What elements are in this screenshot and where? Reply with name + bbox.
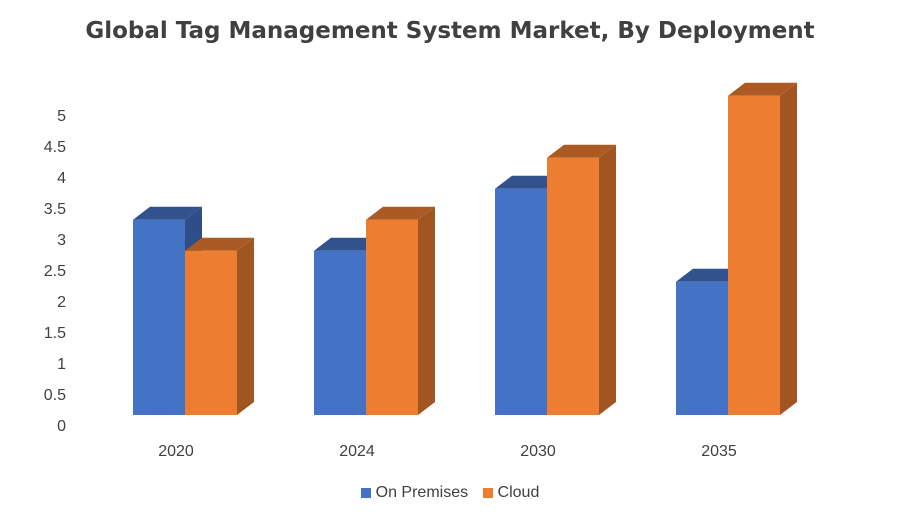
bar-cloud	[366, 219, 418, 415]
bar-on-premises	[495, 188, 547, 415]
legend-item-on-premises: On Premises	[360, 484, 469, 502]
y-tick-label: 0.5	[44, 387, 66, 404]
y-tick-label: 2.5	[44, 263, 66, 280]
legend-label-cloud: Cloud	[497, 484, 540, 501]
bar-top-cloud	[366, 206, 435, 220]
y-tick-label: 1.5	[44, 325, 66, 342]
y-tick-label: 1	[57, 356, 66, 373]
bar-side-cloud	[418, 206, 435, 415]
bar-on-premises	[314, 250, 366, 415]
bar-side-cloud	[780, 82, 797, 415]
bar-top-on-premises	[495, 175, 564, 189]
bar-top-cloud	[185, 237, 254, 251]
legend-item-cloud: Cloud	[482, 484, 540, 502]
x-tick-label: 2030	[520, 443, 556, 460]
legend-swatch-on-premises	[360, 488, 371, 498]
bar-cloud	[185, 250, 237, 415]
y-tick-label: 3	[57, 232, 66, 249]
y-tick-label: 4	[57, 170, 66, 187]
bar-top-cloud	[547, 144, 616, 158]
bar-cloud	[547, 157, 599, 415]
bar-side-cloud	[237, 237, 254, 415]
y-tick-label: 4.5	[44, 139, 66, 156]
x-tick-label: 2020	[158, 443, 194, 460]
bar-on-premises	[676, 281, 728, 415]
x-tick-label: 2024	[339, 443, 375, 460]
legend-swatch-cloud	[482, 488, 493, 498]
bar-cloud	[728, 95, 780, 415]
y-tick-label: 5	[57, 108, 66, 125]
bar-on-premises	[133, 219, 185, 415]
chart-legend: On Premises Cloud	[0, 484, 900, 503]
y-tick-label: 2	[57, 294, 66, 311]
y-tick-label: 3.5	[44, 201, 66, 218]
y-tick-label: 0	[57, 418, 66, 435]
bar-top-on-premises	[676, 268, 745, 282]
bar-top-on-premises	[314, 237, 383, 251]
chart-title: Global Tag Management System Market, By …	[85, 18, 815, 44]
bar-top-on-premises	[133, 206, 202, 220]
x-tick-label: 2035	[701, 443, 737, 460]
legend-label-on-premises: On Premises	[375, 484, 469, 501]
bar-top-cloud	[728, 82, 797, 96]
bar-side-cloud	[599, 144, 616, 415]
